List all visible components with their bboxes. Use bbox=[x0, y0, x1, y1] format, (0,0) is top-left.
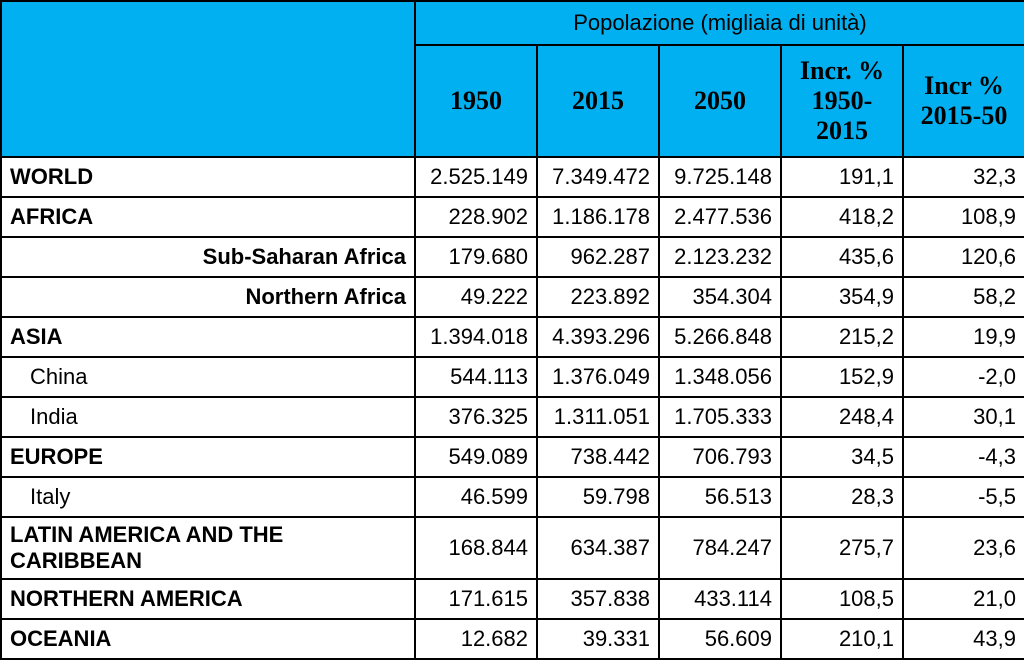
cell-value: 275,7 bbox=[781, 517, 903, 579]
cell-value: 43,9 bbox=[903, 619, 1024, 659]
cell-value: 9.725.148 bbox=[659, 157, 781, 197]
header-col-1950: 1950 bbox=[415, 45, 537, 157]
population-table: Popolazione (migliaia di unità) 1950 201… bbox=[0, 0, 1024, 660]
cell-value: 46.599 bbox=[415, 477, 537, 517]
cell-value: 433.114 bbox=[659, 579, 781, 619]
table-header: Popolazione (migliaia di unità) 1950 201… bbox=[1, 1, 1024, 157]
cell-value: 7.349.472 bbox=[537, 157, 659, 197]
cell-value: 223.892 bbox=[537, 277, 659, 317]
header-corner bbox=[1, 1, 415, 157]
cell-value: 179.680 bbox=[415, 237, 537, 277]
cell-value: -5,5 bbox=[903, 477, 1024, 517]
cell-value: 1.705.333 bbox=[659, 397, 781, 437]
cell-value: 12.682 bbox=[415, 619, 537, 659]
cell-value: 39.331 bbox=[537, 619, 659, 659]
cell-value: -2,0 bbox=[903, 357, 1024, 397]
header-col-2050: 2050 bbox=[659, 45, 781, 157]
table-row: EUROPE549.089738.442706.79334,5-4,3 bbox=[1, 437, 1024, 477]
row-label: India bbox=[1, 397, 415, 437]
cell-value: 32,3 bbox=[903, 157, 1024, 197]
table-row: WORLD2.525.1497.349.4729.725.148191,132,… bbox=[1, 157, 1024, 197]
cell-value: 418,2 bbox=[781, 197, 903, 237]
table-row: Italy46.59959.79856.51328,3-5,5 bbox=[1, 477, 1024, 517]
cell-value: 4.393.296 bbox=[537, 317, 659, 357]
cell-value: 435,6 bbox=[781, 237, 903, 277]
row-label: Northern Africa bbox=[1, 277, 415, 317]
table-row: Sub-Saharan Africa179.680962.2872.123.23… bbox=[1, 237, 1024, 277]
header-col-incr-1950-2015: Incr. % 1950-2015 bbox=[781, 45, 903, 157]
table-row: OCEANIA12.68239.33156.609210,143,9 bbox=[1, 619, 1024, 659]
cell-value: 108,5 bbox=[781, 579, 903, 619]
cell-value: 108,9 bbox=[903, 197, 1024, 237]
table-row: ASIA1.394.0184.393.2965.266.848215,219,9 bbox=[1, 317, 1024, 357]
cell-value: 962.287 bbox=[537, 237, 659, 277]
cell-value: 21,0 bbox=[903, 579, 1024, 619]
table-row: NORTHERN AMERICA171.615357.838433.114108… bbox=[1, 579, 1024, 619]
cell-value: 34,5 bbox=[781, 437, 903, 477]
row-label: Sub-Saharan Africa bbox=[1, 237, 415, 277]
cell-value: 191,1 bbox=[781, 157, 903, 197]
cell-value: -4,3 bbox=[903, 437, 1024, 477]
cell-value: 357.838 bbox=[537, 579, 659, 619]
cell-value: 30,1 bbox=[903, 397, 1024, 437]
cell-value: 354.304 bbox=[659, 277, 781, 317]
cell-value: 49.222 bbox=[415, 277, 537, 317]
cell-value: 152,9 bbox=[781, 357, 903, 397]
row-label: LATIN AMERICA AND THE CARIBBEAN bbox=[1, 517, 415, 579]
cell-value: 738.442 bbox=[537, 437, 659, 477]
cell-value: 376.325 bbox=[415, 397, 537, 437]
cell-value: 2.123.232 bbox=[659, 237, 781, 277]
cell-value: 544.113 bbox=[415, 357, 537, 397]
table-body: WORLD2.525.1497.349.4729.725.148191,132,… bbox=[1, 157, 1024, 659]
table-row: China544.1131.376.0491.348.056152,9-2,0 bbox=[1, 357, 1024, 397]
cell-value: 5.266.848 bbox=[659, 317, 781, 357]
table-row: India376.3251.311.0511.705.333248,430,1 bbox=[1, 397, 1024, 437]
cell-value: 120,6 bbox=[903, 237, 1024, 277]
row-label: OCEANIA bbox=[1, 619, 415, 659]
cell-value: 248,4 bbox=[781, 397, 903, 437]
cell-value: 2.525.149 bbox=[415, 157, 537, 197]
cell-value: 28,3 bbox=[781, 477, 903, 517]
row-label: EUROPE bbox=[1, 437, 415, 477]
cell-value: 23,6 bbox=[903, 517, 1024, 579]
cell-value: 549.089 bbox=[415, 437, 537, 477]
row-label: NORTHERN AMERICA bbox=[1, 579, 415, 619]
cell-value: 784.247 bbox=[659, 517, 781, 579]
cell-value: 171.615 bbox=[415, 579, 537, 619]
header-col-incr-2015-50: Incr % 2015-50 bbox=[903, 45, 1024, 157]
cell-value: 58,2 bbox=[903, 277, 1024, 317]
cell-value: 59.798 bbox=[537, 477, 659, 517]
cell-value: 210,1 bbox=[781, 619, 903, 659]
cell-value: 634.387 bbox=[537, 517, 659, 579]
row-label: Italy bbox=[1, 477, 415, 517]
cell-value: 1.311.051 bbox=[537, 397, 659, 437]
row-label: AFRICA bbox=[1, 197, 415, 237]
header-col-2015: 2015 bbox=[537, 45, 659, 157]
table-row: AFRICA228.9021.186.1782.477.536418,2108,… bbox=[1, 197, 1024, 237]
cell-value: 2.477.536 bbox=[659, 197, 781, 237]
cell-value: 1.376.049 bbox=[537, 357, 659, 397]
row-label: WORLD bbox=[1, 157, 415, 197]
row-label: China bbox=[1, 357, 415, 397]
cell-value: 1.186.178 bbox=[537, 197, 659, 237]
cell-value: 56.609 bbox=[659, 619, 781, 659]
cell-value: 215,2 bbox=[781, 317, 903, 357]
cell-value: 1.348.056 bbox=[659, 357, 781, 397]
cell-value: 56.513 bbox=[659, 477, 781, 517]
table-row: LATIN AMERICA AND THE CARIBBEAN168.84463… bbox=[1, 517, 1024, 579]
row-label: ASIA bbox=[1, 317, 415, 357]
table-row: Northern Africa49.222223.892354.304354,9… bbox=[1, 277, 1024, 317]
cell-value: 168.844 bbox=[415, 517, 537, 579]
cell-value: 706.793 bbox=[659, 437, 781, 477]
cell-value: 228.902 bbox=[415, 197, 537, 237]
cell-value: 354,9 bbox=[781, 277, 903, 317]
cell-value: 1.394.018 bbox=[415, 317, 537, 357]
cell-value: 19,9 bbox=[903, 317, 1024, 357]
header-group-label: Popolazione (migliaia di unità) bbox=[415, 1, 1024, 45]
